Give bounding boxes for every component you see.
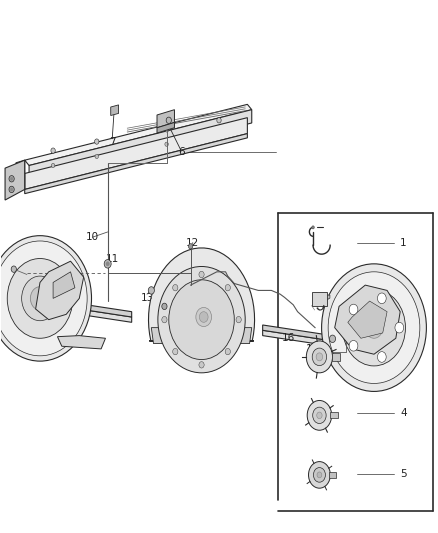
- Polygon shape: [25, 134, 247, 193]
- Polygon shape: [157, 110, 174, 128]
- Circle shape: [0, 241, 87, 356]
- Text: 3: 3: [403, 349, 409, 359]
- Circle shape: [199, 271, 204, 278]
- Circle shape: [173, 285, 178, 291]
- Circle shape: [349, 341, 358, 351]
- Circle shape: [365, 317, 383, 338]
- Circle shape: [196, 308, 212, 327]
- Polygon shape: [151, 328, 252, 344]
- Circle shape: [329, 335, 336, 343]
- Circle shape: [199, 312, 208, 322]
- Polygon shape: [35, 261, 84, 320]
- Polygon shape: [53, 272, 75, 298]
- Circle shape: [51, 148, 55, 154]
- Circle shape: [378, 352, 386, 362]
- Circle shape: [9, 175, 14, 182]
- Circle shape: [225, 285, 230, 291]
- Text: 15: 15: [212, 275, 226, 285]
- Text: 11: 11: [106, 254, 119, 263]
- Circle shape: [343, 289, 406, 366]
- Text: 10: 10: [86, 232, 99, 243]
- Circle shape: [308, 462, 330, 488]
- Circle shape: [104, 260, 111, 268]
- Text: 16: 16: [282, 333, 296, 343]
- Polygon shape: [311, 292, 328, 305]
- Polygon shape: [329, 472, 336, 478]
- Circle shape: [11, 266, 16, 272]
- Circle shape: [307, 400, 332, 430]
- Circle shape: [217, 118, 221, 123]
- Polygon shape: [16, 160, 25, 189]
- Polygon shape: [5, 160, 25, 200]
- Text: 4: 4: [400, 408, 407, 418]
- Polygon shape: [157, 123, 174, 133]
- Circle shape: [306, 341, 332, 373]
- Circle shape: [395, 322, 404, 333]
- Circle shape: [349, 304, 358, 315]
- Circle shape: [166, 117, 171, 124]
- Circle shape: [317, 472, 322, 478]
- Polygon shape: [111, 105, 119, 116]
- Circle shape: [321, 264, 426, 391]
- Circle shape: [312, 348, 327, 366]
- Circle shape: [106, 262, 110, 266]
- Polygon shape: [25, 104, 252, 165]
- Circle shape: [313, 407, 326, 424]
- Text: 14: 14: [155, 306, 169, 317]
- Circle shape: [356, 305, 392, 350]
- Circle shape: [95, 139, 99, 144]
- Circle shape: [7, 259, 73, 338]
- Circle shape: [188, 244, 193, 249]
- Circle shape: [11, 177, 13, 180]
- Polygon shape: [57, 336, 106, 349]
- Circle shape: [225, 349, 230, 355]
- Circle shape: [316, 353, 323, 361]
- Circle shape: [9, 186, 14, 192]
- Text: 7: 7: [109, 136, 115, 147]
- Circle shape: [317, 412, 322, 418]
- Polygon shape: [29, 110, 252, 179]
- Circle shape: [169, 280, 234, 360]
- Text: 6: 6: [179, 147, 185, 157]
- Polygon shape: [263, 325, 350, 344]
- Polygon shape: [263, 330, 350, 349]
- Polygon shape: [27, 296, 132, 317]
- Circle shape: [162, 317, 167, 323]
- Circle shape: [51, 164, 55, 167]
- Circle shape: [148, 287, 154, 294]
- Text: 1: 1: [400, 238, 407, 247]
- Circle shape: [378, 293, 386, 304]
- Circle shape: [95, 155, 99, 159]
- Circle shape: [0, 236, 92, 361]
- Text: 17: 17: [306, 344, 319, 354]
- Circle shape: [173, 349, 178, 355]
- Text: 8: 8: [17, 254, 24, 263]
- Text: 12: 12: [186, 238, 199, 247]
- Circle shape: [21, 276, 58, 321]
- Polygon shape: [335, 285, 400, 354]
- Polygon shape: [328, 295, 330, 300]
- Text: 9: 9: [54, 256, 61, 266]
- Polygon shape: [27, 301, 132, 322]
- Polygon shape: [148, 248, 254, 341]
- Text: 5: 5: [400, 469, 407, 479]
- Text: 13: 13: [140, 293, 154, 303]
- Polygon shape: [332, 353, 340, 361]
- Circle shape: [11, 188, 13, 191]
- Circle shape: [236, 317, 241, 323]
- Circle shape: [199, 362, 204, 368]
- Polygon shape: [348, 301, 387, 338]
- Circle shape: [312, 226, 314, 229]
- Circle shape: [164, 127, 169, 132]
- Circle shape: [162, 303, 167, 310]
- Text: 2: 2: [400, 293, 407, 303]
- Circle shape: [314, 467, 325, 482]
- Circle shape: [30, 287, 49, 310]
- Circle shape: [328, 272, 420, 383]
- Polygon shape: [330, 413, 338, 418]
- Circle shape: [165, 142, 168, 147]
- Circle shape: [158, 266, 245, 373]
- Polygon shape: [25, 118, 247, 189]
